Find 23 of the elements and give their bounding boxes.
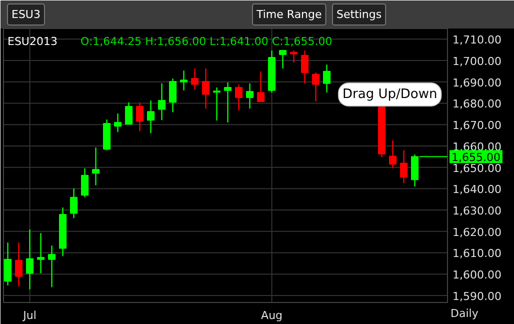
y-tick-label: 1,610.00 bbox=[452, 247, 502, 260]
y-tick-label: 1,600.00 bbox=[452, 268, 502, 282]
text: ESU2013 bbox=[8, 35, 58, 48]
text: O:1,644.25 H:1,656.00 L:1,641.00 C:1,655.00 bbox=[80, 35, 332, 48]
y-tick-label: 1,670.00 bbox=[452, 119, 502, 132]
y-tick-label: 1,620.00 bbox=[452, 226, 502, 239]
y-tick-label: 1,650.00 bbox=[452, 162, 502, 175]
x-tick-label: Jul bbox=[22, 309, 36, 322]
text: Settings bbox=[336, 8, 382, 21]
text: Time Range bbox=[256, 8, 322, 21]
y-tick-label: 1,690.00 bbox=[452, 76, 502, 90]
y-tick-label: 1,630.00 bbox=[452, 204, 502, 218]
y-tick-label: 1,700.00 bbox=[452, 55, 502, 68]
y-tick-label: 1,710.00 bbox=[452, 34, 502, 47]
y-tick-label: 1,590.00 bbox=[452, 290, 502, 303]
x-tick-label: Aug bbox=[261, 309, 283, 322]
y-tick-label: 1,680.00 bbox=[452, 98, 502, 111]
annotation: Drag Up/Down bbox=[342, 87, 438, 102]
y-tick-label: 1,660.00 bbox=[452, 140, 502, 154]
text: Daily bbox=[450, 307, 479, 320]
text: ESU3 bbox=[12, 8, 40, 21]
y-tick-label: 1,640.00 bbox=[452, 183, 502, 196]
ref-line-label: 1,655.00 bbox=[452, 151, 500, 164]
